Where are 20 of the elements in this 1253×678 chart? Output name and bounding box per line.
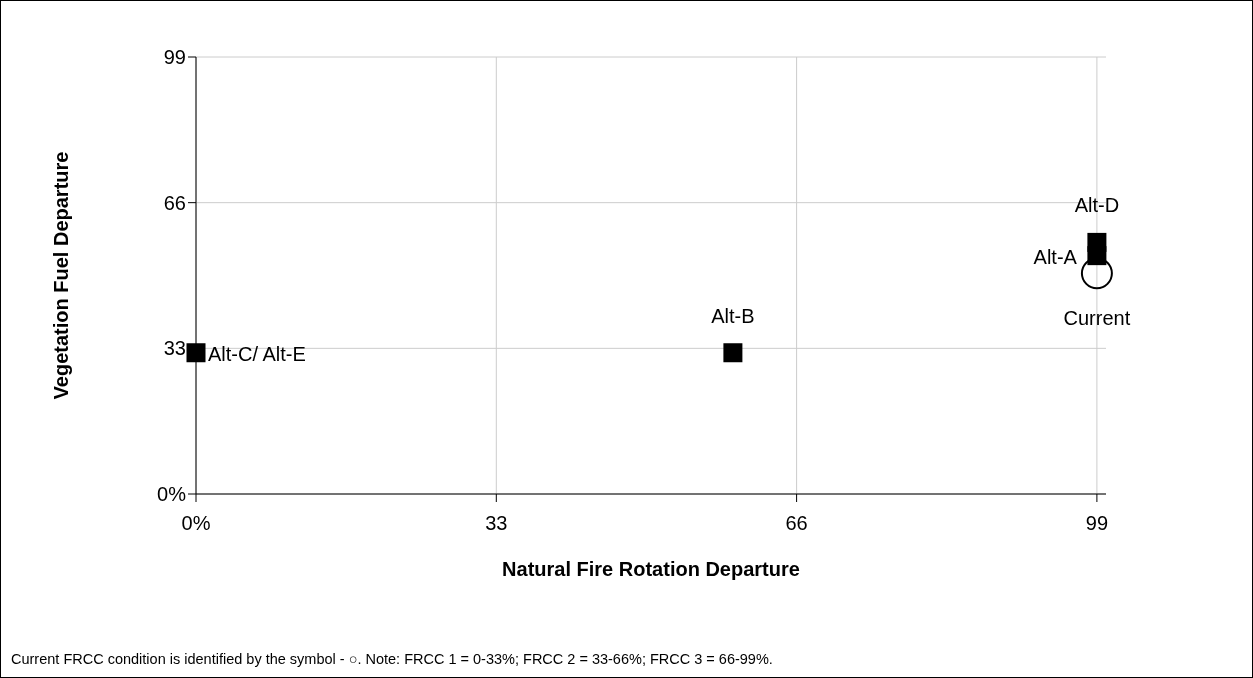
x-tick-label: 33: [485, 512, 508, 535]
x-axis-title: Natural Fire Rotation Departure: [502, 558, 800, 580]
annotation: Alt-D: [1074, 194, 1120, 217]
point: [1080, 257, 1113, 290]
text: Current FRCC condition is identified by the symbol - ○. Note: FRCC 1 = 0-33%; FRCC 2 = 33-66%; FRCC 3 = 66-99%.: [11, 651, 773, 667]
annotation: Alt-A: [1033, 245, 1078, 268]
point: [723, 343, 743, 363]
y-tick-label: 33: [163, 337, 186, 360]
y-tick-label: 66: [163, 191, 186, 214]
annotation: Current: [1063, 307, 1131, 330]
annotation: Alt-C/ Alt-E: [208, 342, 306, 365]
y-axis-title: Vegetation Fuel Departure: [50, 151, 73, 400]
y-tick-label: 99: [163, 46, 186, 69]
annotation: Alt-B: [711, 304, 755, 327]
point: [186, 343, 206, 363]
y-tick-label: 0%: [157, 483, 187, 506]
x-tick-label: 99: [1085, 512, 1109, 535]
x-tick-label: 0%: [181, 512, 211, 535]
x-tick-label: 66: [785, 512, 808, 535]
point: [1087, 232, 1107, 252]
